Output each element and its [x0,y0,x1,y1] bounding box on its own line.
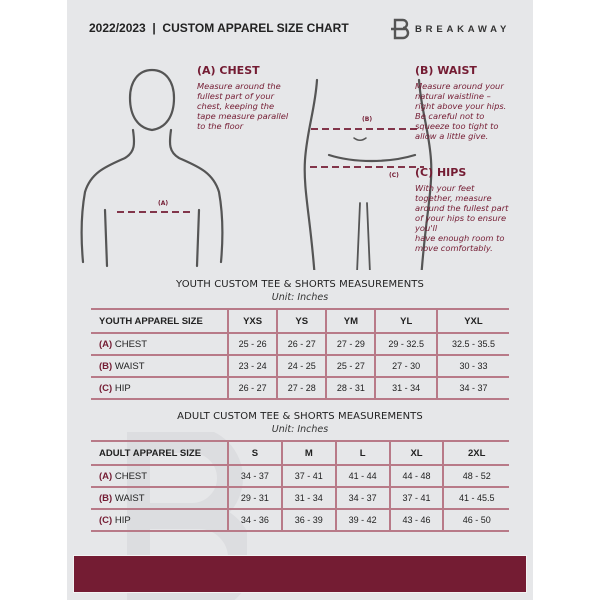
table-cell: 29 - 32.5 [374,333,437,356]
row-name: CHEST [114,338,148,350]
header-cell: ADULT APPAREL SIZE [91,440,228,466]
table-cell: 26 - 27 [226,377,278,400]
row-name: HIP [114,382,131,394]
table-cell: 37 - 41 [388,487,444,510]
table-cell: 39 - 42 [334,509,390,532]
table-cell: 36 - 39 [280,509,336,532]
chest-description: Measure around the fullest part of your ch… [197,81,289,131]
header-cell: YXL [435,308,509,334]
table-cell: 25 - 26 [226,333,278,356]
table-cell: 44 - 48 [388,465,444,488]
table-row: (B) WAIST 29 - 31 31 - 34 34 - 37 37 - 41 41 … [91,487,509,510]
table-cell: 34 - 37 [334,487,390,510]
table-cell: 41 - 45.5 [442,487,509,510]
header-cell: L [334,440,390,466]
table-header-row: YOUTH APPAREL SIZE YXS YS YM YL YXL [91,308,509,334]
footer-band [73,555,527,593]
chest-info: (A) CHEST Measure around the fullest part… [197,64,288,131]
table-cell: 34 - 37 [435,377,509,400]
table-cell: 46 - 50 [442,509,509,532]
waist-marker: (B) [362,116,373,123]
adult-size-table: ADULT APPAREL SIZE S M L XL 2XL (A) CHEST 34 - … [91,440,509,532]
table-cell: 25 - 27 [325,355,376,378]
youth-size-table: YOUTH APPAREL SIZE YXS YS YM YL YXL (A) CHEST 2… [91,308,509,400]
adult-unit: Unit: Inches [271,424,329,435]
row-code: (C) [99,514,113,526]
row-name: WAIST [114,360,145,372]
table-cell: 34 - 36 [227,509,282,532]
table-cell: 48 - 52 [442,465,509,488]
table-cell: 41 - 44 [334,465,390,488]
table-cell: 27 - 30 [374,355,437,378]
row-label: (C) HIP [91,377,228,400]
row-label: (A) CHEST [91,333,228,356]
table-cell: 32.5 - 35.5 [435,333,509,356]
row-code: (B) [99,492,113,504]
youth-unit: Unit: Inches [271,292,329,303]
row-name: HIP [114,514,131,526]
header-cell: YM [325,308,376,334]
page-title: 2022/2023 | CUSTOM APPAREL SIZE CHART [89,21,349,35]
size-chart-page: 2022/2023 | CUSTOM APPAREL SIZE CHART BR… [67,0,533,600]
header-cell: M [280,440,336,466]
table-cell: 27 - 29 [325,333,376,356]
row-label: (C) HIP [91,509,228,532]
hips-description: With your feet together, measure around th… [415,183,509,253]
header-cell: YOUTH APPAREL SIZE [91,308,228,334]
header-cell: YS [276,308,327,334]
youth-table-title: YOUTH CUSTOM TEE & SHORTS MEASUREMENTS [176,279,424,290]
row-label: (B) WAIST [91,487,228,510]
waist-heading: (B) WAIST [415,64,477,77]
hips-info: (C) HIPS With your feet together, measure… [415,166,508,253]
table-row: (C) HIP 34 - 36 36 - 39 39 - 42 43 - 46 46 - … [91,509,509,532]
header-cell: YL [374,308,437,334]
table-cell: 37 - 41 [280,465,336,488]
row-code: (C) [99,382,113,394]
row-code: (A) [99,338,113,350]
table-cell: 24 - 25 [276,355,327,378]
table-cell: 31 - 34 [280,487,336,510]
table-cell: 29 - 31 [227,487,282,510]
brand-name: BREAKAWAY [415,24,511,35]
row-name: WAIST [114,492,145,504]
table-row: (A) CHEST 25 - 26 26 - 27 27 - 29 29 - 32.5 3… [91,333,509,356]
table-cell: 34 - 37 [227,465,282,488]
table-row: (A) CHEST 34 - 37 37 - 41 41 - 44 44 - 48 48 … [91,465,509,488]
row-code: (A) [99,470,113,482]
row-code: (B) [99,360,113,372]
table-cell: 26 - 27 [276,333,327,356]
table-row: (B) WAIST 23 - 24 24 - 25 25 - 27 27 - 30 30 … [91,355,509,378]
hips-heading: (C) HIPS [415,166,467,179]
waist-description: Measure around your natural waistline – ri… [415,81,507,141]
table-cell: 30 - 33 [435,355,509,378]
row-label: (A) CHEST [91,465,228,488]
header-cell: S [227,440,282,466]
row-name: CHEST [114,470,148,482]
table-cell: 43 - 46 [388,509,444,532]
table-row: (C) HIP 26 - 27 27 - 28 28 - 31 31 - 34 34 - … [91,377,509,400]
table-header-row: ADULT APPAREL SIZE S M L XL 2XL [91,440,509,466]
chest-marker: (A) [158,200,169,207]
waist-info: (B) WAIST Measure around your natural wai… [415,64,506,141]
hips-marker: (C) [389,172,399,179]
header-cell: XL [388,440,444,466]
header-cell: 2XL [442,440,509,466]
header-cell: YXS [226,308,278,334]
table-cell: 27 - 28 [276,377,327,400]
adult-table-title: ADULT CUSTOM TEE & SHORTS MEASUREMENTS [177,411,423,422]
table-cell: 28 - 31 [325,377,376,400]
table-cell: 31 - 34 [374,377,437,400]
table-cell: 23 - 24 [226,355,278,378]
row-label: (B) WAIST [91,355,228,378]
breakaway-logo-icon [391,18,410,40]
chest-heading: (A) CHEST [197,64,260,77]
body-illustration [80,68,433,270]
